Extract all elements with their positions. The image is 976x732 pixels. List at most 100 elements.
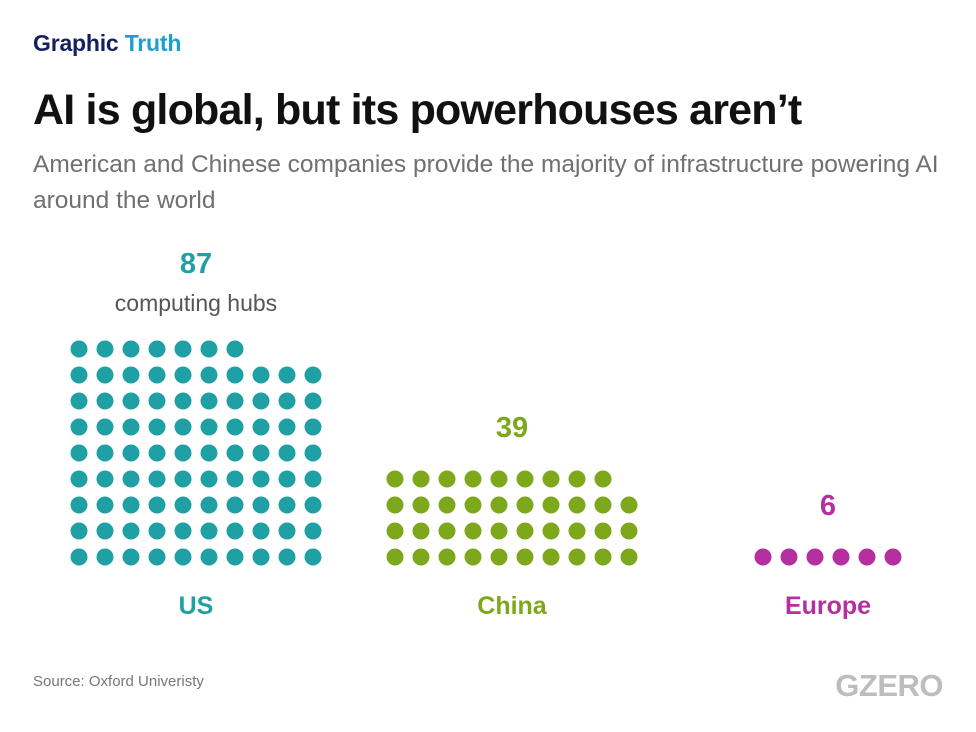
dot-china-11: [386, 522, 404, 540]
dot-us-66: [200, 392, 218, 410]
dot-china-5: [490, 548, 508, 566]
dot-us-26: [200, 496, 218, 514]
dot-us-25: [174, 496, 192, 514]
dot-china-37: [542, 470, 560, 488]
dot-us-1: [70, 548, 88, 566]
dot-europe-6: [884, 548, 902, 566]
dot-us-60: [304, 418, 322, 436]
dot-us-45: [174, 444, 192, 462]
dot-china-16: [516, 522, 534, 540]
dot-china-17: [542, 522, 560, 540]
dot-us-7: [226, 548, 244, 566]
dot-us-39: [278, 470, 296, 488]
dot-china-8: [568, 548, 586, 566]
dot-us-72: [96, 366, 114, 384]
dot-us-19: [278, 522, 296, 540]
dot-us-22: [96, 496, 114, 514]
kicker-graphic: Graphic: [33, 30, 119, 56]
dot-china-12: [412, 522, 430, 540]
dot-us-69: [278, 392, 296, 410]
dot-china-4: [464, 548, 482, 566]
dot-us-27: [226, 496, 244, 514]
dot-us-74: [148, 366, 166, 384]
dot-china-1: [386, 548, 404, 566]
dot-china-34: [464, 470, 482, 488]
dot-china-15: [490, 522, 508, 540]
dot-us-29: [278, 496, 296, 514]
dot-china-20: [620, 522, 638, 540]
dot-us-65: [174, 392, 192, 410]
dot-china-30: [620, 496, 638, 514]
dot-us-67: [226, 392, 244, 410]
dot-china-25: [490, 496, 508, 514]
dot-us-78: [252, 366, 270, 384]
source-note: Source: Oxford Univeristy: [33, 673, 204, 690]
chart-subtitle: American and Chinese companies provide t…: [33, 151, 939, 214]
dot-us-9: [278, 548, 296, 566]
dot-us-57: [226, 418, 244, 436]
dot-china-28: [568, 496, 586, 514]
dot-us-2: [96, 548, 114, 566]
dot-us-83: [122, 340, 140, 358]
dot-us-18: [252, 522, 270, 540]
dot-us-52: [96, 418, 114, 436]
dot-us-70: [304, 392, 322, 410]
dot-us-40: [304, 470, 322, 488]
value-label-china: 39: [496, 412, 528, 444]
dot-us-64: [148, 392, 166, 410]
dot-us-33: [122, 470, 140, 488]
dot-us-6: [200, 548, 218, 566]
dot-us-38: [252, 470, 270, 488]
dot-us-24: [148, 496, 166, 514]
dot-us-32: [96, 470, 114, 488]
dot-us-28: [252, 496, 270, 514]
dot-china-14: [464, 522, 482, 540]
dot-china-39: [594, 470, 612, 488]
dot-us-36: [200, 470, 218, 488]
dot-us-11: [70, 522, 88, 540]
dot-us-75: [174, 366, 192, 384]
dot-us-35: [174, 470, 192, 488]
dot-china-18: [568, 522, 586, 540]
dot-us-55: [174, 418, 192, 436]
dot-us-15: [174, 522, 192, 540]
value-label-us: 87: [180, 248, 212, 280]
dot-us-81: [70, 340, 88, 358]
dot-china-38: [568, 470, 586, 488]
dot-us-16: [200, 522, 218, 540]
dot-china-10: [620, 548, 638, 566]
dot-us-62: [96, 392, 114, 410]
dot-china-23: [438, 496, 456, 514]
gzero-logo: GZERO: [835, 668, 943, 703]
dot-china-9: [594, 548, 612, 566]
dot-us-76: [200, 366, 218, 384]
dot-china-2: [412, 548, 430, 566]
category-label-china: China: [477, 592, 548, 620]
dot-us-54: [148, 418, 166, 436]
dot-us-68: [252, 392, 270, 410]
unit-label: computing hubs: [115, 290, 277, 316]
dot-china-7: [542, 548, 560, 566]
dot-china-24: [464, 496, 482, 514]
dot-us-34: [148, 470, 166, 488]
dot-us-51: [70, 418, 88, 436]
dot-us-87: [226, 340, 244, 358]
dot-europe-4: [832, 548, 850, 566]
dot-us-17: [226, 522, 244, 540]
dot-us-49: [278, 444, 296, 462]
value-label-europe: 6: [820, 490, 836, 522]
kicker: Graphic Truth: [33, 30, 181, 57]
dot-us-3: [122, 548, 140, 566]
dot-us-14: [148, 522, 166, 540]
dot-us-47: [226, 444, 244, 462]
dot-us-73: [122, 366, 140, 384]
dot-europe-5: [858, 548, 876, 566]
dot-china-22: [412, 496, 430, 514]
dot-china-29: [594, 496, 612, 514]
dot-us-86: [200, 340, 218, 358]
dot-china-35: [490, 470, 508, 488]
dot-us-63: [122, 392, 140, 410]
dot-us-84: [148, 340, 166, 358]
dot-china-27: [542, 496, 560, 514]
